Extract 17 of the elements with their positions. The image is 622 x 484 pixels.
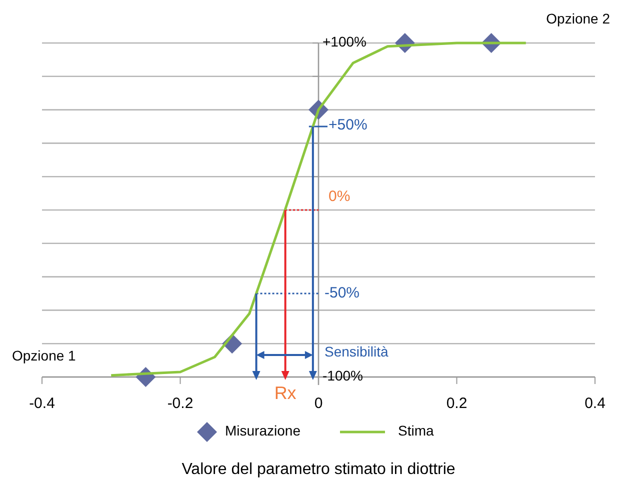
x-axis-title: Valore del parametro stimato in diottrie xyxy=(182,461,456,478)
y-tick-label: -100% xyxy=(322,368,363,384)
ref-line-label: +50% xyxy=(328,116,368,134)
text: Opzione 2 xyxy=(546,10,610,27)
ref-line-label: -50% xyxy=(324,284,360,302)
x-tick-label: -0.4 xyxy=(29,395,55,412)
x-tick-label: 0.2 xyxy=(446,395,468,412)
annotation: Sensibilità xyxy=(324,344,389,360)
legend-label: Stima xyxy=(398,422,434,439)
ref-line-label: 0% xyxy=(328,188,350,205)
x-tick-label: 0.4 xyxy=(584,395,606,412)
annotation: Opzione 1 xyxy=(12,348,76,364)
x-tick-label: 0 xyxy=(314,395,323,412)
legend-label: Misurazione xyxy=(225,422,301,439)
y-tick-label: +100% xyxy=(322,34,366,50)
annotation: Rx xyxy=(274,382,296,403)
x-tick-label: -0.2 xyxy=(167,395,194,412)
